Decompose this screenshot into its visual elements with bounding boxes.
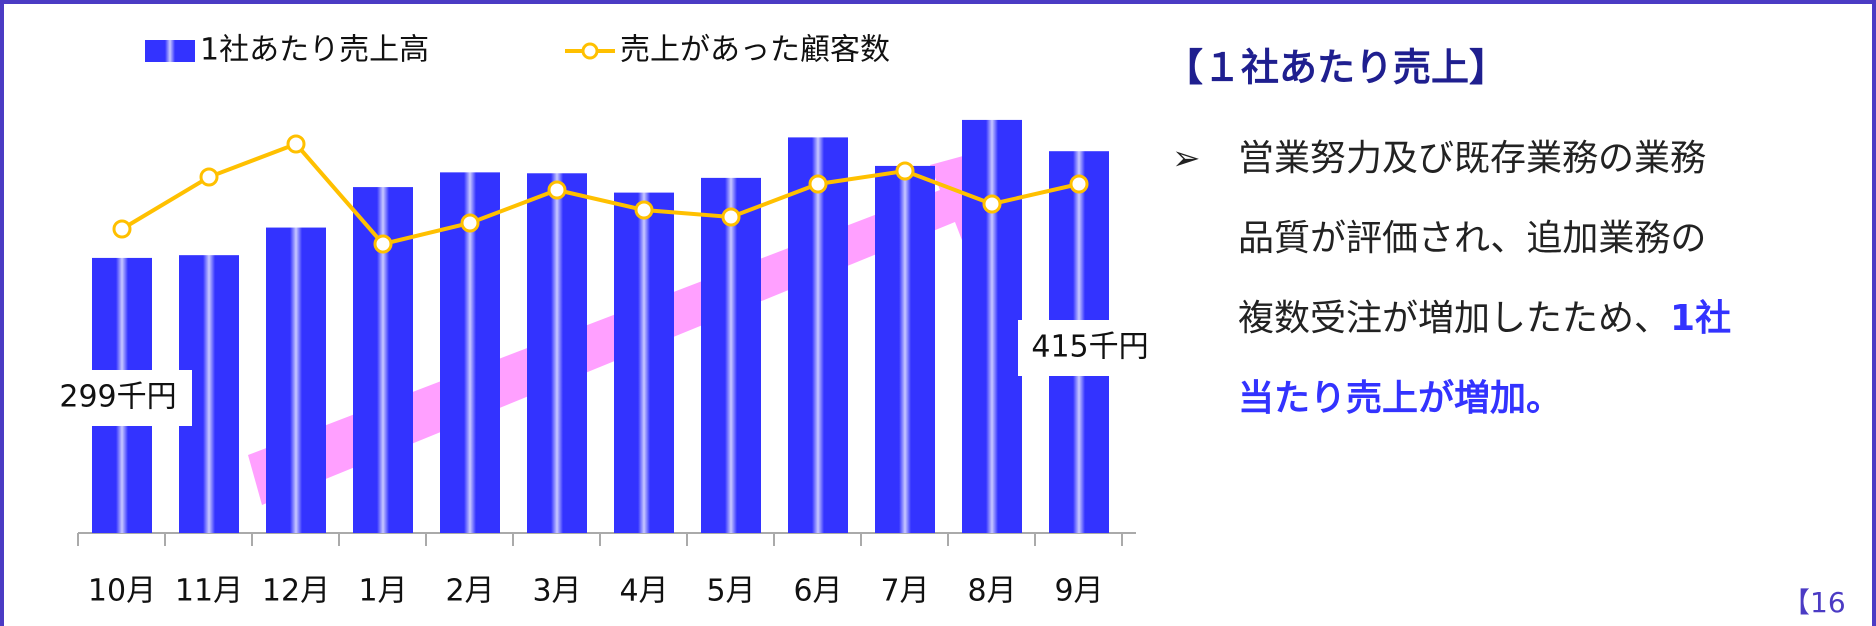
bar <box>527 173 587 533</box>
panel-heading: 【１社あたり売上】 <box>1165 46 1507 90</box>
bar <box>701 177 761 533</box>
line-point <box>808 174 828 194</box>
x-tick-label: 1月 <box>358 574 407 609</box>
data-label: 415千円 <box>1031 330 1148 365</box>
line-point <box>634 200 654 220</box>
data-label-box <box>1018 320 1164 376</box>
line-point <box>460 213 480 233</box>
x-tick-label: 4月 <box>619 574 668 609</box>
panel-highlight: 1社 <box>1670 298 1731 339</box>
x-tick-label: 10月 <box>88 574 156 609</box>
legend-label: 1社あたり売上高 <box>200 33 429 68</box>
panel-line: 複数受注が増加したため、1社 <box>1238 298 1731 339</box>
line-point <box>547 180 567 200</box>
x-tick-label: 3月 <box>532 574 581 609</box>
x-tick-label: 6月 <box>793 574 842 609</box>
data-label-box <box>46 370 192 426</box>
line <box>120 141 1080 247</box>
line-point <box>982 194 1002 214</box>
bar <box>614 192 674 533</box>
chart: 10月 11月 12月 1月 2月 3月 4月 5月 6月 7月 8月 9月 299千円 415千円 1社あ… <box>46 33 1164 609</box>
page-number: 【16 <box>1782 586 1846 619</box>
panel-line: 営業努力及び既存業務の業務 <box>1238 138 1706 179</box>
bar <box>962 119 1022 534</box>
x-tick-label: 5月 <box>706 574 755 609</box>
bar <box>788 137 848 533</box>
data-label: 299千円 <box>59 380 176 415</box>
bar <box>875 165 935 534</box>
panel-line: 品質が評価され、追加業務の <box>1238 218 1706 259</box>
panel-text: 複数受注が増加したため、 <box>1238 298 1670 339</box>
x-tick-label: 12月 <box>262 574 330 609</box>
line-point <box>1069 174 1089 194</box>
legend-label: 売上があった顧客数 <box>620 33 890 68</box>
line-point <box>199 167 219 187</box>
line-point <box>721 207 741 227</box>
x-tick-label: 9月 <box>1054 574 1103 609</box>
x-tick-label: 2月 <box>445 574 494 609</box>
bullet: ➢ <box>1172 139 1201 179</box>
line-point <box>373 234 393 254</box>
x-tick-label: 8月 <box>967 574 1016 609</box>
legend-swatch <box>581 42 599 60</box>
line-point <box>286 134 306 154</box>
legend-swatch <box>145 40 195 62</box>
x-tick-label: 11月 <box>175 574 243 609</box>
x-tick-label: 7月 <box>880 574 929 609</box>
line-point <box>895 161 915 181</box>
panel-highlight: 当たり売上が増加。 <box>1238 378 1562 419</box>
line-point <box>112 219 132 239</box>
bar <box>266 227 326 533</box>
